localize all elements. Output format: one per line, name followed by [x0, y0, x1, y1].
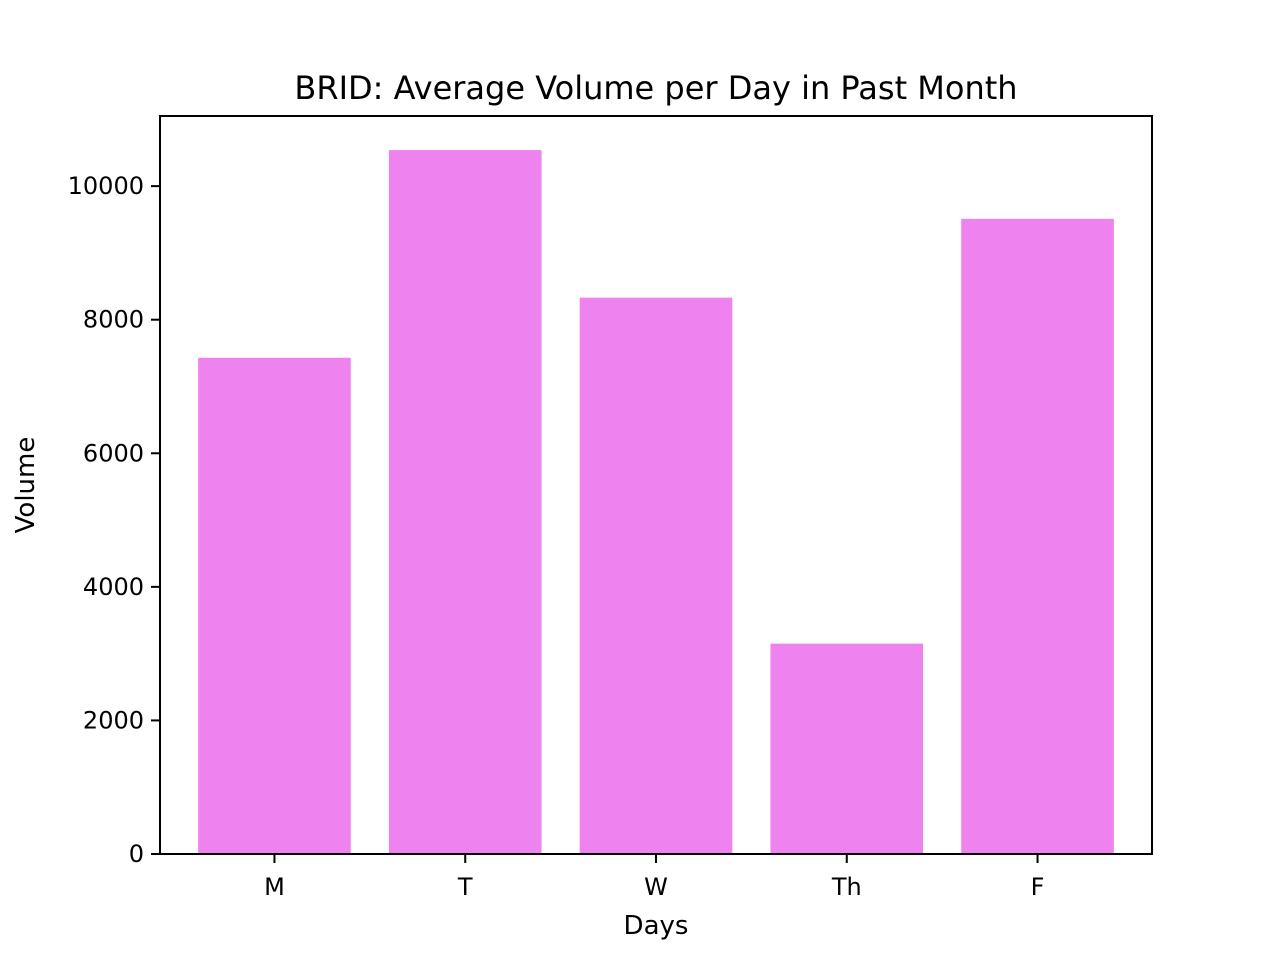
y-tick-label: 10000 — [68, 172, 144, 200]
x-axis: M T W Th F — [264, 854, 1044, 901]
bar-th — [770, 643, 924, 854]
x-tick-label: W — [644, 873, 668, 901]
y-tick-label: 8000 — [83, 306, 144, 334]
bar-t — [388, 150, 542, 855]
bar-m — [198, 357, 351, 854]
y-axis: 0 2000 4000 6000 8000 10000 — [68, 172, 160, 868]
x-axis-label: Days — [624, 911, 689, 941]
chart-title: BRID: Average Volume per Day in Past Mon… — [294, 69, 1017, 107]
y-axis-label: Volume — [11, 437, 41, 534]
x-tick-label: F — [1031, 873, 1045, 901]
x-tick-label: Th — [831, 873, 862, 901]
x-tick-label: T — [457, 873, 473, 901]
bar-f — [961, 218, 1114, 855]
y-tick-label: 4000 — [83, 573, 144, 601]
plot-frame — [159, 115, 1153, 855]
bar-w — [579, 297, 733, 855]
x-tick-label: M — [264, 873, 285, 901]
y-tick-label: 6000 — [83, 439, 144, 467]
y-tick-label: 0 — [129, 840, 144, 868]
y-tick-label: 2000 — [83, 706, 144, 734]
bars-layer — [198, 150, 1114, 855]
